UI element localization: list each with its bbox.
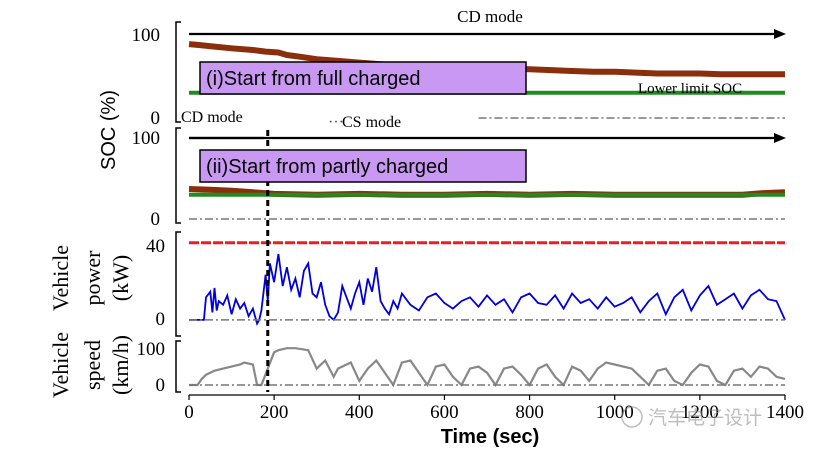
cs-mode-label-p2: CS mode: [342, 114, 401, 131]
y-tick-p1-0: 0: [151, 108, 161, 129]
axis-frame-0: [175, 21, 181, 123]
y-tick-p4-100: 100: [137, 339, 166, 360]
ylabel-speed-line2: speed: [80, 340, 105, 390]
y-tick-p2-0: 0: [151, 209, 161, 230]
x-tick-label-1000: 1000: [596, 402, 634, 423]
x-tick-label-400: 400: [345, 402, 374, 423]
axes-frames: [175, 21, 181, 393]
y-tick-p4-0: 0: [156, 375, 166, 396]
series-power-1: [189, 253, 786, 327]
y-tick-p3-40: 40: [146, 236, 165, 257]
x-tick-label-600: 600: [430, 402, 459, 423]
lower-limit-label: Lower limit SOC: [638, 81, 742, 97]
axis-frame-3: [175, 340, 181, 393]
watermark: 汽车电子设计: [621, 406, 762, 429]
axis-frame-1: [175, 127, 181, 224]
x-tick-label-800: 800: [515, 402, 544, 423]
note-ii-text: (ii)Start from partly charged: [206, 156, 448, 178]
ylabel-speed-line3: (km/h): [108, 335, 133, 395]
ylabel-speed-line1: Vehicle: [48, 332, 73, 398]
x-tick-label-0: 0: [184, 402, 194, 423]
y-tick-p1-100: 100: [132, 25, 161, 46]
note-i-text: (i)Start from full charged: [206, 68, 421, 90]
cs-mode-arrow-head: [774, 133, 786, 143]
watermark-text: 汽车电子设计: [648, 407, 762, 429]
note-box-i: [199, 61, 527, 95]
x-tick-label-1400: 1400: [766, 402, 804, 423]
watermark-logo-icon: [621, 406, 643, 428]
x-axis-label: Time (sec): [441, 426, 540, 448]
axis-frame-2: [175, 231, 181, 337]
cd-mode-label-top: CD mode: [457, 7, 523, 26]
y-tick-p2-100: 100: [132, 128, 161, 149]
cd-mode-label-p2: CD mode: [181, 109, 243, 126]
x-tick-label-1200: 1200: [681, 402, 719, 423]
x-tick-labels: 0 200 400 600 800 1000 1200 1400: [184, 394, 804, 423]
cd-mode-arrow-top-head: [774, 29, 786, 39]
x-tick-label-200: 200: [260, 402, 289, 423]
cs-mode-dots: ···: [328, 114, 344, 131]
ylabel-power-line3: (kW): [108, 255, 133, 301]
ylabel-power-line1: Vehicle: [48, 245, 73, 311]
y-tick-p3-0: 0: [156, 309, 166, 330]
ylabel-power-line2: power: [80, 250, 105, 306]
series-speed-0: [189, 347, 786, 388]
ylabel-soc: SOC (%): [98, 90, 120, 170]
note-box-ii: [199, 149, 527, 183]
